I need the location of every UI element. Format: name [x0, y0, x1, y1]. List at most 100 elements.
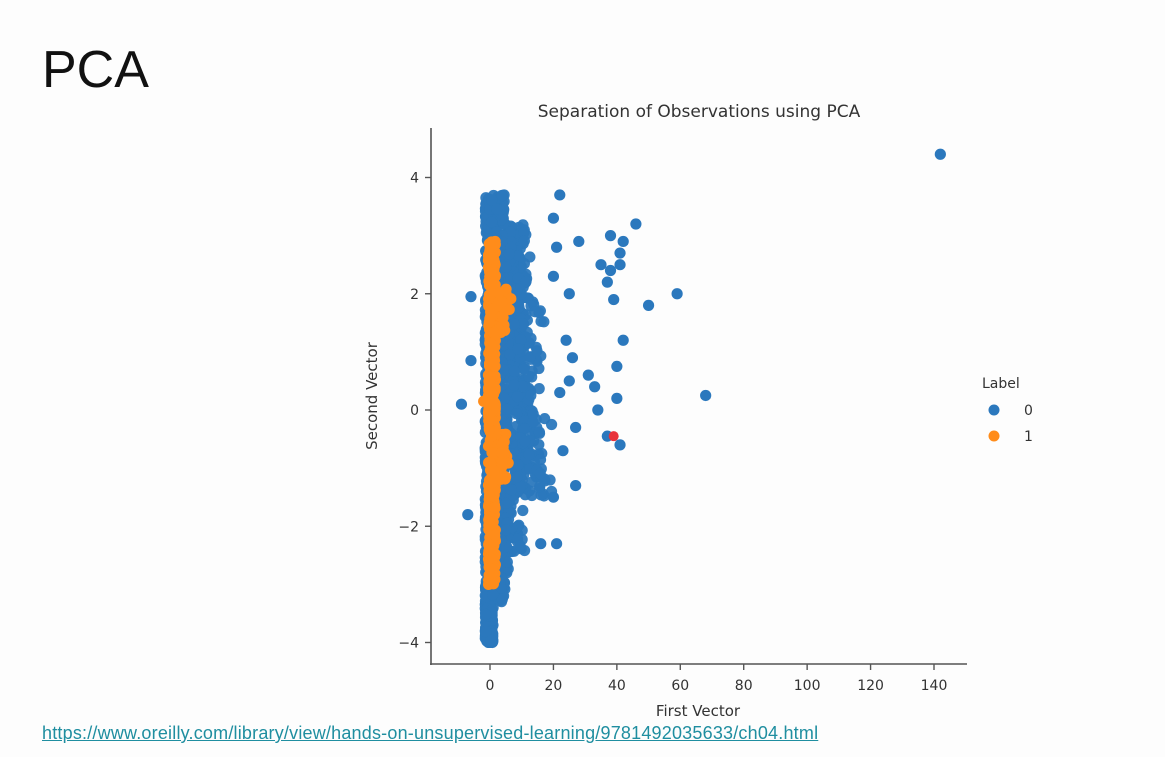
- point-label-0: [480, 626, 492, 638]
- point-label-0-outlier: [547, 491, 560, 503]
- point-label-0: [486, 194, 498, 206]
- legend-marker-0: [988, 404, 1000, 416]
- point-label-0-outlier: [465, 291, 477, 303]
- legend-title: Label: [982, 376, 1020, 392]
- point-label-0: [520, 275, 532, 288]
- point-label-1: [484, 289, 496, 301]
- point-label-0: [527, 416, 539, 428]
- point-label-1: [483, 519, 495, 531]
- point-label-0: [500, 261, 512, 273]
- point-label-0: [529, 306, 541, 318]
- point-label-0: [526, 489, 538, 502]
- point-label-1: [484, 377, 496, 389]
- point-label-0-outlier: [582, 369, 594, 381]
- point-label-1: [505, 293, 517, 305]
- point-label-0-outlier: [604, 230, 617, 242]
- point-label-1: [496, 438, 509, 450]
- point-label-0: [523, 448, 535, 461]
- point-label-0: [513, 301, 525, 313]
- point-label-1: [486, 239, 498, 252]
- point-label-0-outlier: [566, 352, 579, 364]
- point-label-0: [500, 418, 512, 430]
- point-label-0: [534, 467, 546, 480]
- point-label-0: [514, 480, 526, 493]
- point-label-0-outlier: [614, 439, 626, 451]
- point-label-0-outlier: [554, 386, 566, 399]
- x-tick-label: 60: [671, 678, 689, 694]
- point-label-1: [488, 277, 500, 289]
- point-label-0: [502, 403, 514, 415]
- point-label-0-outlier: [563, 288, 575, 300]
- point-label-0: [517, 504, 529, 517]
- legend-marker-1: [988, 430, 1000, 442]
- point-label-0: [500, 524, 512, 536]
- x-tick-label: 0: [486, 678, 495, 694]
- point-label-1: [484, 563, 496, 575]
- point-label-0: [491, 203, 503, 215]
- point-label-0: [485, 216, 498, 228]
- point-label-0-outlier: [642, 299, 655, 311]
- point-label-1: [487, 269, 499, 281]
- point-label-0: [516, 318, 529, 330]
- point-label-0: [518, 226, 530, 239]
- y-tick-label: 4: [410, 171, 419, 187]
- point-label-1: [483, 316, 495, 328]
- point-label-1: [495, 447, 508, 459]
- point-label-1: [485, 337, 497, 349]
- point-label-0: [503, 248, 515, 260]
- point-label-0: [514, 540, 526, 552]
- point-label-0-outlier: [630, 218, 642, 230]
- point-label-0: [480, 608, 492, 621]
- point-label-0-outlier: [611, 360, 623, 373]
- point-label-0: [485, 634, 497, 646]
- point-label-0-outlier: [551, 241, 563, 253]
- point-label-0: [527, 408, 539, 420]
- x-tick-label: 40: [608, 678, 626, 694]
- chart-title: Separation of Observations using PCA: [538, 102, 861, 122]
- source-link[interactable]: https://www.oreilly.com/library/view/han…: [42, 723, 819, 743]
- point-label-0: [518, 363, 530, 375]
- point-label-0-outlier: [547, 270, 560, 282]
- point-label-0: [525, 389, 537, 402]
- point-label-1: [489, 529, 501, 541]
- point-label-0-outlier: [934, 148, 946, 160]
- point-label-1: [488, 464, 500, 477]
- point-label-0-outlier: [595, 259, 607, 271]
- point-label-1: [483, 490, 496, 502]
- point-label-0-outlier: [589, 381, 601, 393]
- point-label-0-outlier: [617, 334, 629, 346]
- point-label-0: [531, 345, 543, 357]
- y-axis-label: Second Vector: [363, 341, 381, 450]
- point-label-0-outlier: [601, 276, 613, 288]
- x-axis-ticks: 0 20 40 60 80 100 120 140: [486, 664, 947, 694]
- point-label-0: [534, 454, 547, 466]
- point-label-0: [535, 489, 547, 501]
- point-label-1: [493, 287, 505, 299]
- point-label-1: [491, 300, 503, 312]
- point-label-0: [533, 362, 545, 375]
- point-label-0-outlier: [700, 389, 712, 402]
- point-label-0: [518, 423, 531, 435]
- point-label-0: [496, 189, 508, 202]
- point-label-1: [486, 477, 498, 489]
- point-label-0: [533, 438, 545, 451]
- point-label-0-outlier: [614, 247, 626, 259]
- point-label-0: [508, 379, 520, 391]
- point-label-1: [484, 552, 497, 564]
- point-label-0: [512, 459, 524, 471]
- point-label-0-outlier: [671, 288, 683, 300]
- point-label-0: [535, 315, 547, 327]
- point-label-0: [511, 391, 524, 403]
- legend: Label 0 1: [982, 376, 1033, 445]
- point-label-0-outlier: [547, 212, 560, 224]
- y-tick-label: 2: [410, 287, 419, 303]
- point-label-0: [518, 235, 530, 247]
- y-tick-label: −4: [398, 636, 419, 652]
- point-label-0: [500, 497, 512, 509]
- x-tick-label: 80: [735, 678, 753, 694]
- slide-title: PCA: [42, 41, 149, 99]
- point-label-0-outlier: [608, 293, 620, 306]
- point-label-0-outlier: [455, 398, 468, 410]
- legend-label-0: 0: [1024, 403, 1033, 419]
